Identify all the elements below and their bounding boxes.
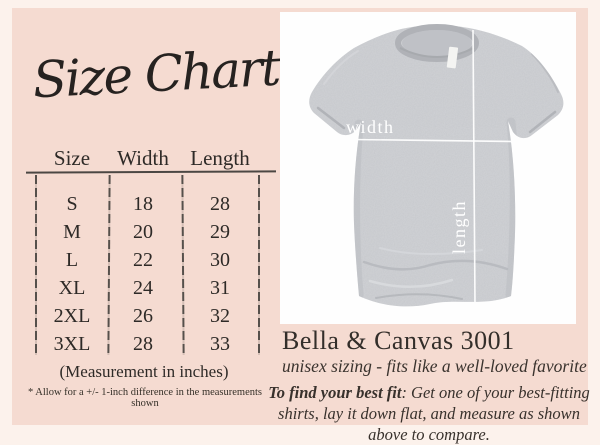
cell-length: 33 [210, 333, 230, 355]
cell-size: S [66, 193, 78, 215]
table-header-length: Length [190, 146, 250, 170]
fit-tip-text: : Get one of your best-fitting shirts, l… [278, 383, 590, 445]
table-header-divider [25, 170, 277, 174]
measurement-unit-note: (Measurement in inches) [59, 362, 229, 381]
table-column-divider [35, 175, 37, 355]
cell-length: 32 [210, 305, 230, 327]
table-header-width: Width [117, 146, 169, 170]
cell-length: 28 [210, 193, 230, 215]
cell-width: 20 [133, 221, 153, 243]
table-header-row: Size Width Length [34, 146, 264, 171]
cell-size: M [63, 221, 81, 243]
cell-size: L [65, 249, 79, 271]
tshirt-diagram: width length [309, 24, 564, 307]
size-table: S 18 28 M 20 29 L 22 30 XL 24 31 2XL 26 … [34, 190, 264, 358]
length-label: length [449, 200, 469, 254]
fit-tip: To find your best fit: Get one of your b… [262, 382, 596, 445]
table-header-size: Size [53, 146, 91, 170]
cell-length: 31 [210, 277, 230, 299]
cell-length: 30 [210, 249, 230, 271]
width-label: width [346, 117, 395, 137]
width-measure-line [309, 138, 559, 143]
cell-width: 26 [133, 305, 153, 327]
collar-band [395, 24, 479, 62]
size-chart-card: Size Chart Size Width Length S 18 28 M 2… [12, 8, 590, 444]
table-row: 3XL 28 33 [34, 330, 264, 358]
table-row: M 20 29 [34, 218, 264, 246]
product-name: Bella & Canvas 3001 [282, 326, 515, 355]
length-measure-line [472, 29, 476, 305]
tolerance-footnote: * Allow for a +/- 1-inch difference in t… [27, 387, 263, 409]
table-column-divider [258, 175, 260, 355]
page-title: Size Chart [31, 38, 281, 110]
tshirt-photo-panel: width length [280, 12, 576, 324]
table-row: S 18 28 [34, 190, 264, 218]
cell-width: 24 [133, 277, 153, 299]
cell-length: 29 [210, 221, 230, 243]
collar-seam [399, 47, 475, 58]
cell-width: 28 [133, 333, 153, 355]
table-row: L 22 30 [34, 246, 264, 274]
cell-width: 18 [133, 193, 153, 215]
cell-width: 22 [133, 249, 153, 271]
product-tagline: unisex sizing - fits like a well-loved f… [282, 356, 587, 376]
table-row: 2XL 26 32 [34, 302, 264, 330]
fit-tip-lead: To find your best fit [268, 383, 402, 402]
cell-size: XL [58, 277, 86, 299]
cell-size: 2XL [53, 305, 91, 327]
table-row: XL 24 31 [34, 274, 264, 302]
cell-size: 3XL [53, 333, 91, 355]
neck-tag [446, 46, 459, 69]
